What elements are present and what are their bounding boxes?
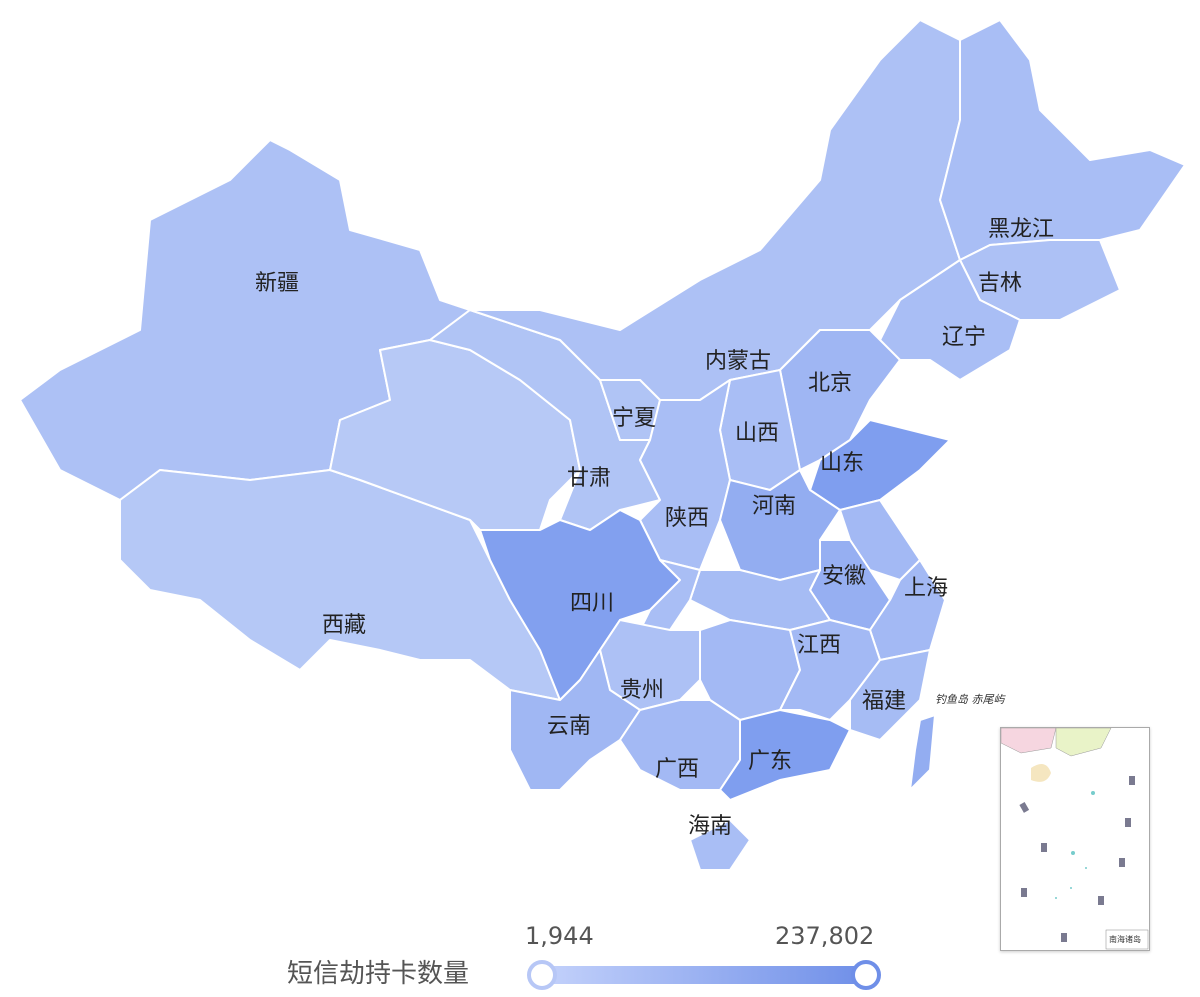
legend-title: 短信劫持卡数量: [287, 959, 470, 989]
province-region[interactable]: [849, 649, 931, 741]
province-region[interactable]: [689, 569, 831, 631]
province-label: 云南: [547, 714, 591, 739]
legend-gradient-bar: [540, 966, 866, 984]
province-label: 山东: [820, 451, 864, 476]
inset-title: 南海诸岛: [1109, 934, 1141, 944]
province-label: 辽宁: [942, 325, 986, 350]
province-label: 山西: [735, 421, 779, 446]
province-label: 上海: [904, 576, 948, 601]
province-label: 新疆: [255, 271, 299, 296]
province-label: 广西: [655, 757, 699, 782]
legend-max-handle[interactable]: [851, 960, 881, 990]
province-label: 福建: [862, 689, 906, 714]
province-region[interactable]: [689, 819, 751, 871]
province-region[interactable]: [909, 714, 936, 791]
diaoyu-islands-label: 钓鱼岛 赤尾屿: [935, 693, 1006, 706]
province-label: 黑龙江: [988, 217, 1054, 242]
province-label: 广东: [748, 749, 792, 774]
province-label: 西藏: [322, 613, 366, 638]
province-label: 海南: [688, 814, 732, 839]
province-region[interactable]: [509, 649, 641, 791]
legend-min-handle[interactable]: [527, 960, 557, 990]
province-label: 江西: [797, 633, 841, 658]
province-label: 吉林: [978, 271, 1022, 296]
legend-max-value: 237,802: [775, 922, 875, 950]
province-region[interactable]: [779, 619, 881, 721]
province-label: 安徽: [822, 564, 866, 589]
province-label: 陕西: [665, 506, 709, 531]
south-china-sea-inset: 南海诸岛: [1000, 727, 1150, 951]
province-region[interactable]: [939, 19, 1186, 261]
province-region[interactable]: [719, 709, 851, 801]
province-label: 内蒙古: [705, 349, 771, 374]
province-label: 贵州: [620, 678, 664, 703]
province-label: 四川: [570, 591, 614, 616]
province-label: 甘肃: [567, 466, 611, 491]
province-label: 河南: [752, 494, 796, 519]
legend-min-value: 1,944: [525, 922, 594, 950]
province-label: 北京: [808, 371, 852, 396]
province-label: 宁夏: [612, 406, 656, 431]
